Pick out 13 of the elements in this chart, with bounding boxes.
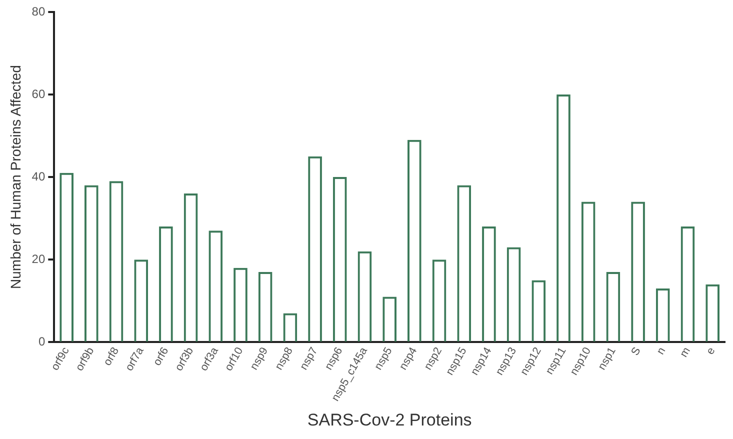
x-tick-label: m: [678, 345, 693, 360]
x-tick-label: S: [629, 345, 644, 358]
y-tick-label: 80: [32, 4, 46, 18]
x-tick-label: n: [654, 345, 668, 357]
y-tick-label: 0: [38, 334, 46, 348]
y-axis-title: Number of Human Proteins Affected: [7, 65, 24, 289]
x-tick-label: orf8: [102, 345, 122, 368]
x-axis-title: SARS-Cov-2 Proteins: [307, 410, 472, 430]
y-tick-label: 60: [32, 86, 46, 101]
y-tick-label: 40: [32, 169, 46, 184]
x-tick-label: e: [704, 345, 718, 357]
y-tick-label: 20: [32, 252, 46, 266]
x-tick-label: orf6: [151, 345, 172, 368]
